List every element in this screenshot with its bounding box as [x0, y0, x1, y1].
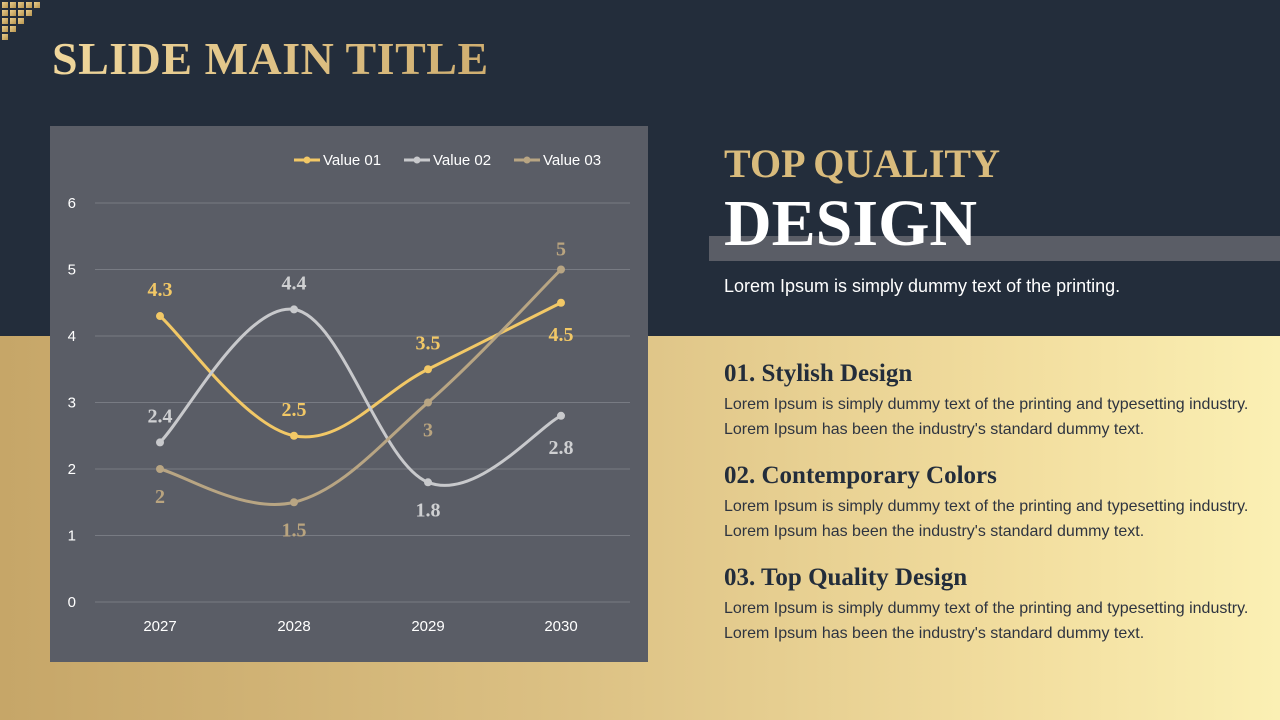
series-3-point-2027 — [156, 465, 164, 473]
heading-design: DESIGN — [724, 187, 978, 260]
y-tick-label-0: 0 — [68, 594, 76, 611]
item-title-2: 02. Contemporary Colors — [724, 462, 997, 489]
series-1-label-2030: 4.5 — [549, 324, 574, 346]
series-line-1 — [158, 301, 563, 439]
legend-label-1: Value 01 — [323, 152, 381, 169]
legend-marker-3 — [523, 156, 531, 164]
item-title-1: 01. Stylish Design — [724, 360, 913, 387]
series-1-point-2030 — [557, 298, 565, 307]
series-3-label-2029: 3 — [423, 420, 433, 442]
series-line-3 — [158, 268, 563, 506]
slide-title: SLIDE MAIN TITLE — [52, 33, 489, 84]
item-text-1: Lorem Ipsum is simply dummy text of the … — [724, 396, 1249, 438]
series-2-label-2030: 2.8 — [549, 437, 574, 459]
series-3-label-2030: 5 — [556, 239, 566, 261]
y-tick-label-2: 2 — [68, 461, 76, 478]
item-text-3: Lorem Ipsum is simply dummy text of the … — [724, 600, 1249, 642]
line-chart: 0 1 2 3 4 5 6 2027 2028 2029 2030 4.3 2.5 3.5 4.5 2.4 4.… — [68, 152, 630, 635]
x-tick-label-2028: 2028 — [277, 618, 310, 635]
item-text-2: Lorem Ipsum is simply dummy text of the … — [724, 498, 1249, 540]
y-tick-label-3: 3 — [68, 395, 76, 412]
legend-marker-2 — [413, 156, 421, 164]
series-1-label-2029: 3.5 — [416, 332, 441, 354]
series-2-point-2030 — [557, 411, 565, 420]
series-2-point-2028 — [290, 305, 298, 314]
series-2-label-2029: 1.8 — [416, 499, 441, 521]
grid-logo-icon — [2, 2, 40, 40]
y-tick-label-4: 4 — [68, 328, 76, 345]
series-3-point-2030 — [557, 265, 565, 274]
series-3-point-2028 — [290, 498, 298, 507]
series-2-point-2027 — [156, 438, 164, 447]
x-tick-label-2030: 2030 — [544, 618, 577, 635]
heading-top-quality: TOP QUALITY — [724, 141, 1000, 186]
series-2-point-2029 — [424, 478, 432, 487]
legend-label-3: Value 03 — [543, 152, 601, 169]
series-1-label-2028: 2.5 — [282, 399, 307, 421]
series-1-label-2027: 4.3 — [148, 279, 173, 301]
item-title-3: 03. Top Quality Design — [724, 564, 968, 591]
heading-subtitle: Lorem Ipsum is simply dummy text of the … — [724, 276, 1121, 296]
legend-label-2: Value 02 — [433, 152, 491, 169]
series-1-point-2028 — [290, 431, 298, 440]
series-2-label-2027: 2.4 — [148, 405, 173, 427]
y-tick-label-1: 1 — [68, 528, 76, 545]
series-1-point-2029 — [424, 365, 432, 374]
legend-marker-1 — [303, 156, 311, 164]
series-3-label-2027: 2 — [155, 486, 165, 508]
y-tick-label-6: 6 — [68, 195, 76, 212]
series-line-2 — [158, 307, 563, 487]
series-3-point-2029 — [424, 398, 432, 407]
series-1-point-2027 — [156, 312, 164, 321]
y-tick-label-5: 5 — [68, 262, 76, 279]
x-tick-label-2027: 2027 — [143, 618, 176, 635]
accent-bar — [709, 236, 1280, 261]
x-tick-label-2029: 2029 — [411, 618, 444, 635]
series-3-label-2028: 1.5 — [282, 519, 307, 541]
series-2-label-2028: 4.4 — [282, 272, 307, 294]
chart-panel: 0 1 2 3 4 5 6 2027 2028 2029 2030 4.3 2.5 3.5 4.5 2.4 4.… — [50, 126, 648, 662]
